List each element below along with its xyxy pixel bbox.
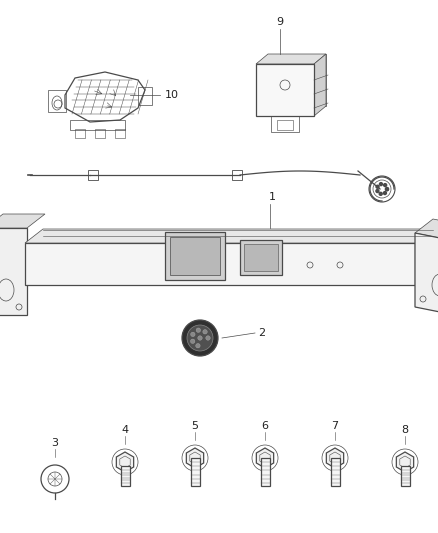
Text: 6: 6 — [261, 421, 268, 431]
Polygon shape — [314, 54, 326, 116]
Polygon shape — [256, 64, 314, 116]
Circle shape — [191, 339, 195, 343]
Text: 2: 2 — [258, 328, 265, 338]
Text: 7: 7 — [332, 421, 339, 431]
Circle shape — [196, 344, 200, 348]
Text: 10: 10 — [165, 90, 179, 100]
Circle shape — [182, 320, 218, 356]
Polygon shape — [186, 448, 204, 468]
Circle shape — [196, 328, 201, 333]
Bar — [191, 458, 199, 486]
Bar — [75, 129, 85, 138]
Bar — [48, 90, 66, 112]
Polygon shape — [415, 219, 438, 241]
Circle shape — [379, 183, 382, 185]
Circle shape — [191, 332, 195, 336]
Text: 5: 5 — [191, 421, 198, 431]
Bar — [271, 116, 299, 132]
Bar — [70, 120, 125, 130]
Polygon shape — [0, 214, 45, 228]
Bar — [88, 170, 98, 180]
Circle shape — [198, 336, 202, 340]
Bar — [138, 87, 152, 105]
Polygon shape — [25, 229, 433, 243]
Polygon shape — [256, 448, 274, 468]
Text: 8: 8 — [402, 425, 409, 435]
Circle shape — [376, 185, 379, 188]
Polygon shape — [256, 54, 326, 64]
Circle shape — [206, 336, 210, 340]
Bar — [244, 244, 278, 271]
Bar — [400, 466, 410, 486]
Circle shape — [385, 188, 389, 191]
Bar — [240, 240, 282, 275]
Text: 1: 1 — [268, 192, 276, 202]
Circle shape — [379, 192, 382, 195]
Polygon shape — [117, 452, 134, 472]
Bar — [120, 466, 130, 486]
Bar — [277, 120, 293, 130]
Circle shape — [376, 190, 379, 192]
Text: 9: 9 — [276, 17, 283, 27]
Circle shape — [187, 325, 213, 351]
Polygon shape — [396, 452, 413, 472]
Bar — [95, 129, 105, 138]
Bar — [331, 458, 339, 486]
Text: 4: 4 — [121, 425, 129, 435]
Circle shape — [384, 183, 387, 187]
Circle shape — [383, 191, 386, 195]
Text: 3: 3 — [52, 438, 59, 448]
Circle shape — [385, 188, 389, 190]
Polygon shape — [25, 243, 415, 285]
Circle shape — [203, 329, 207, 334]
Polygon shape — [326, 448, 344, 468]
Polygon shape — [0, 228, 27, 315]
Bar — [170, 237, 220, 275]
Polygon shape — [268, 54, 326, 106]
Bar — [165, 232, 225, 280]
Bar — [261, 458, 269, 486]
Bar — [115, 129, 125, 138]
Bar — [232, 170, 242, 180]
Polygon shape — [415, 233, 438, 315]
